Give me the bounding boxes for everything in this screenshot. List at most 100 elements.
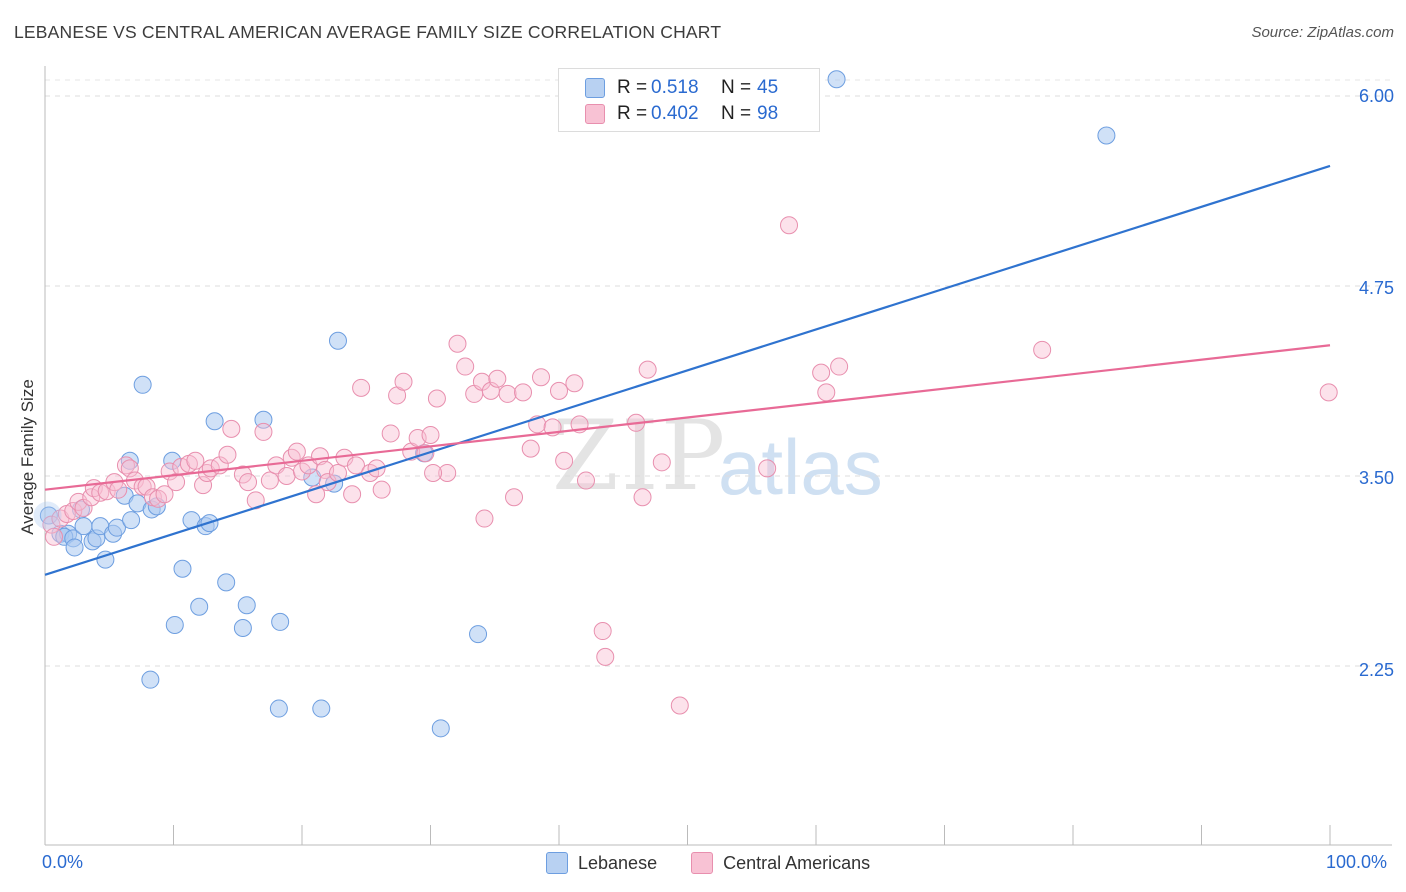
- central-americans-point: [74, 498, 93, 517]
- central-americans-point: [424, 463, 443, 482]
- central-americans-point: [576, 471, 595, 490]
- legend-n-label: N =: [721, 77, 752, 98]
- lebanese-point: [269, 699, 288, 718]
- lebanese-point: [107, 518, 126, 537]
- chart-title: LEBANESE VS CENTRAL AMERICAN AVERAGE FAM…: [14, 22, 722, 42]
- lebanese-point: [469, 625, 488, 644]
- watermark-atlas: atlas: [718, 423, 883, 511]
- central-americans-point: [438, 463, 457, 482]
- central-americans-point: [194, 476, 213, 495]
- central-americans-point: [222, 419, 241, 438]
- legend-swatch-pink: [691, 852, 714, 874]
- lebanese-point: [233, 619, 252, 637]
- central-americans-point: [109, 480, 128, 499]
- legend-n-value: 98: [757, 103, 779, 124]
- lebanese-point: [190, 597, 209, 616]
- central-americans-point: [239, 473, 258, 492]
- lebanese-point: [173, 559, 192, 578]
- lebanese-point: [328, 331, 347, 350]
- central-americans-point: [488, 369, 507, 388]
- series-legend-label: Lebanese: [578, 852, 658, 873]
- central-americans-point: [514, 383, 533, 402]
- lebanese-point: [1097, 126, 1116, 145]
- legend-swatch-blue: [546, 852, 568, 874]
- series-legend: Lebanese Central Americans: [546, 852, 904, 874]
- lebanese-point: [65, 538, 84, 557]
- legend-n-value: 45: [757, 77, 779, 98]
- central-americans-point: [475, 509, 494, 528]
- series-legend-label: Central Americans: [723, 852, 871, 873]
- central-americans-point: [498, 384, 517, 403]
- lebanese-point: [74, 517, 93, 536]
- central-americans-point: [633, 488, 652, 507]
- central-americans-point: [532, 368, 551, 387]
- central-americans-point: [1033, 340, 1052, 359]
- central-americans-point: [521, 439, 540, 458]
- central-americans-point: [596, 647, 615, 666]
- lebanese-point: [431, 719, 450, 738]
- central-americans-point: [120, 459, 139, 478]
- lebanese-point: [141, 670, 160, 689]
- central-americans-point: [812, 363, 831, 382]
- central-americans-point: [817, 383, 836, 402]
- lebanese-point: [237, 596, 256, 615]
- central-americans-point: [427, 389, 446, 408]
- correlation-legend: R = 0.518 N = 45 R = 0.402 N = 98: [558, 68, 820, 132]
- source-label: Source: ZipAtlas.com: [1251, 24, 1394, 41]
- central-americans-point: [421, 425, 440, 444]
- lebanese-point-large: [33, 501, 62, 530]
- legend-r-label: R =: [617, 103, 648, 124]
- lebanese-point: [122, 511, 141, 530]
- central-americans-point: [394, 372, 413, 391]
- legend-n-label: N =: [721, 103, 752, 124]
- central-americans-point: [758, 459, 777, 478]
- y-tick-label: 4.75: [1358, 278, 1394, 298]
- x-tick-label-max: 100.0%: [1326, 852, 1388, 872]
- y-tick-label: 6.00: [1358, 86, 1394, 106]
- legend-r-label: R =: [617, 77, 648, 98]
- central-americans-point: [186, 451, 205, 470]
- lebanese-point: [205, 412, 224, 431]
- central-americans-point: [352, 378, 371, 397]
- central-americans-point: [287, 442, 306, 461]
- legend-r-value: 0.402: [651, 103, 699, 124]
- central-americans-point: [310, 447, 329, 466]
- legend-row-lebanese: R = 0.518 N = 45: [585, 76, 778, 100]
- central-americans-point: [218, 445, 237, 464]
- central-americans-point: [372, 480, 391, 499]
- legend-swatch-pink: [585, 104, 605, 124]
- central-americans-point: [505, 488, 524, 507]
- y-tick-label: 3.50: [1358, 468, 1394, 488]
- central-americans-point: [381, 424, 400, 443]
- central-americans-point: [277, 467, 296, 485]
- series-legend-item-central-americans: Central Americans: [691, 852, 870, 874]
- central-americans-point: [346, 456, 365, 475]
- central-americans-point: [565, 374, 584, 393]
- central-americans-point: [638, 360, 657, 379]
- central-americans-point: [260, 471, 279, 490]
- central-americans-point: [1319, 383, 1338, 402]
- watermark-zip: ZIP: [552, 400, 728, 512]
- central-americans-point: [593, 622, 612, 641]
- y-tick-label: 2.25: [1358, 660, 1394, 680]
- lebanese-point: [165, 615, 184, 634]
- central-americans-point: [44, 527, 63, 546]
- central-americans-point: [550, 381, 568, 400]
- lebanese-trend-line: [44, 164, 1331, 576]
- central-americans-point: [472, 372, 491, 391]
- legend-row-central-americans: R = 0.402 N = 98: [585, 102, 778, 126]
- x-tick-label-min: 0.0%: [42, 852, 84, 872]
- central-americans-point: [780, 216, 799, 235]
- lebanese-point: [312, 699, 331, 718]
- central-americans-point: [448, 334, 467, 353]
- central-americans-point: [149, 489, 168, 508]
- lebanese-point: [827, 70, 846, 89]
- central-americans-point: [670, 696, 689, 715]
- lebanese-point: [271, 612, 290, 631]
- central-americans-point: [64, 501, 83, 520]
- central-americans-point: [652, 453, 671, 472]
- legend-swatch-blue: [585, 78, 605, 98]
- central-americans-point: [254, 422, 273, 441]
- series-legend-item-lebanese: Lebanese: [546, 852, 657, 874]
